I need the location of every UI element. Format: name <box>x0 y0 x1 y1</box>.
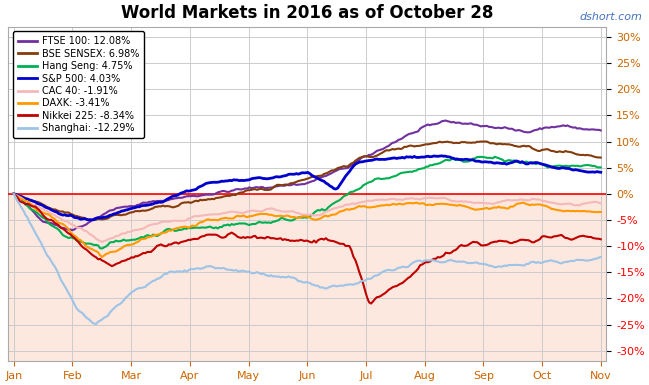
Text: dshort.com: dshort.com <box>580 12 643 22</box>
Bar <box>8 27 606 194</box>
Title: World Markets in 2016 as of October 28: World Markets in 2016 as of October 28 <box>121 4 493 22</box>
Legend: FTSE 100: 12.08%, BSE SENSEX: 6.98%, Hang Seng: 4.75%, S&P 500: 4.03%, CAC 40: -: FTSE 100: 12.08%, BSE SENSEX: 6.98%, Han… <box>13 31 144 138</box>
